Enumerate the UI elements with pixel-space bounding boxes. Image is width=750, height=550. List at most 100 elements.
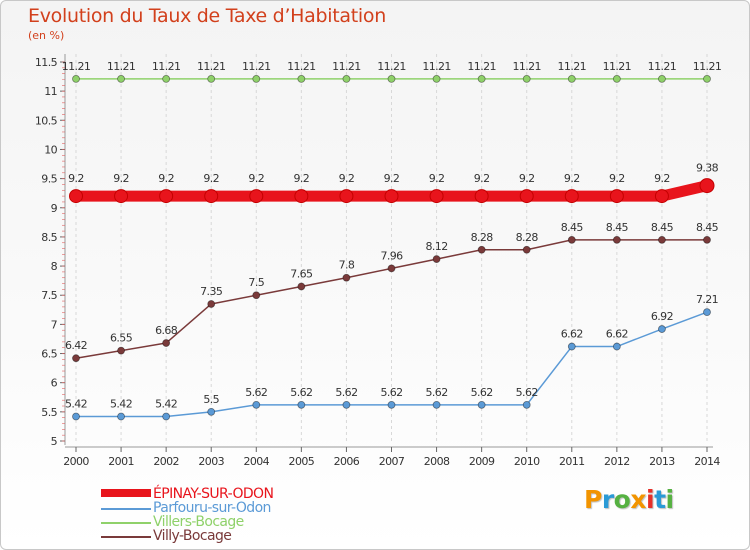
data-label: 8.12 — [426, 240, 448, 253]
data-label: 11.21 — [197, 60, 226, 73]
data-label: 6.68 — [155, 324, 178, 337]
data-point — [207, 407, 216, 416]
data-point — [72, 412, 80, 421]
data-label: 11.21 — [62, 60, 91, 73]
data-label: 5.62 — [380, 386, 402, 399]
logo-letter: i — [646, 485, 655, 514]
data-point — [252, 400, 261, 409]
legend-label-villers: Villers-Bocage — [153, 514, 244, 530]
data-point — [252, 291, 261, 300]
data-point — [117, 75, 125, 83]
logo-letter: r — [601, 485, 614, 514]
data-label: 11.21 — [332, 60, 361, 73]
data-point — [69, 189, 83, 204]
data-point — [297, 400, 306, 409]
data-label: 11.21 — [648, 60, 677, 73]
x-tick-label: 2012 — [604, 455, 630, 468]
data-point — [342, 75, 351, 83]
data-point — [432, 255, 441, 263]
data-label: 11.21 — [512, 60, 541, 73]
data-label: 9.2 — [654, 172, 670, 185]
data-point — [387, 264, 396, 273]
legend-label-epinay: ÉPINAY-SUR-ODON — [153, 486, 274, 502]
data-point — [612, 75, 621, 83]
x-tick-label: 2014 — [694, 455, 720, 468]
y-tick-label: 8.5 — [41, 231, 57, 244]
x-tick-label: 2000 — [63, 455, 89, 468]
data-label: 7.21 — [696, 293, 718, 306]
y-tick-label: 5 — [51, 435, 58, 448]
data-label: 9.38 — [696, 162, 719, 175]
data-label: 5.42 — [155, 398, 177, 411]
data-point — [564, 189, 579, 204]
data-label: 9.2 — [158, 172, 174, 185]
data-label: 11.21 — [152, 60, 181, 73]
data-point — [249, 189, 264, 204]
data-point — [117, 346, 125, 355]
data-point — [612, 342, 621, 351]
data-label: 11.21 — [107, 60, 136, 73]
y-tick-label: 7.5 — [41, 289, 57, 302]
data-label: 5.62 — [516, 386, 538, 399]
data-point — [522, 400, 531, 409]
data-label: 9.2 — [339, 172, 355, 185]
data-label: 9.2 — [429, 172, 445, 185]
data-point — [432, 400, 441, 409]
data-point — [474, 189, 489, 204]
y-tick-label: 7 — [51, 318, 58, 331]
data-point — [477, 75, 486, 83]
data-point — [72, 354, 80, 363]
data-label: 5.5 — [203, 393, 219, 406]
data-label: 6.42 — [65, 339, 87, 352]
data-label: 9.2 — [203, 172, 219, 185]
data-label: 11.21 — [693, 60, 722, 73]
data-point — [387, 400, 396, 409]
y-tick-label: 5.5 — [41, 406, 57, 419]
data-point — [297, 282, 306, 291]
logo-letter: o — [613, 485, 631, 514]
y-tick-label: 9 — [51, 202, 58, 215]
data-label: 11.21 — [242, 60, 271, 73]
data-point — [609, 189, 624, 204]
data-label: 11.21 — [467, 60, 496, 73]
legend-label-parfouru: Parfouru-sur-Odon — [153, 500, 271, 516]
data-point — [522, 245, 531, 254]
data-label: 8.45 — [561, 221, 584, 234]
proxiti-logo: Proxiti — [584, 485, 674, 514]
data-label: 7.35 — [200, 285, 223, 298]
data-point — [477, 400, 486, 409]
data-label: 5.62 — [471, 386, 493, 399]
x-tick-label: 2006 — [334, 455, 360, 468]
data-label: 6.55 — [110, 332, 133, 345]
data-point — [703, 235, 711, 244]
data-label: 8.45 — [696, 221, 719, 234]
data-point — [703, 308, 711, 317]
y-tick-label: 10 — [44, 143, 57, 156]
data-point — [432, 75, 441, 83]
data-label: 7.5 — [248, 276, 264, 289]
data-point — [519, 189, 534, 204]
data-label: 8.28 — [516, 231, 539, 244]
data-label: 9.2 — [68, 172, 84, 185]
data-point — [207, 300, 216, 308]
chart-title: Evolution du Taux de Taxe d’Habitation — [28, 5, 386, 27]
logo-letter: i — [665, 485, 675, 514]
data-point — [252, 75, 261, 83]
legend-swatch-epinay — [101, 489, 151, 497]
data-label: 9.2 — [384, 172, 400, 185]
logo-letter: P — [584, 485, 602, 514]
data-point — [654, 189, 669, 204]
legend-label-villy: Villy-Bocage — [153, 528, 232, 544]
legend-swatch-villy — [101, 536, 151, 538]
data-label: 11.21 — [377, 60, 406, 73]
x-tick-label: 2013 — [649, 455, 675, 468]
x-tick-label: 2008 — [424, 455, 450, 468]
x-tick-label: 2009 — [469, 455, 495, 468]
data-label: 9.2 — [113, 172, 129, 185]
data-point — [162, 75, 171, 83]
data-point — [567, 235, 576, 244]
data-point — [207, 75, 216, 83]
data-label: 6.62 — [561, 328, 583, 341]
data-point — [612, 235, 621, 244]
